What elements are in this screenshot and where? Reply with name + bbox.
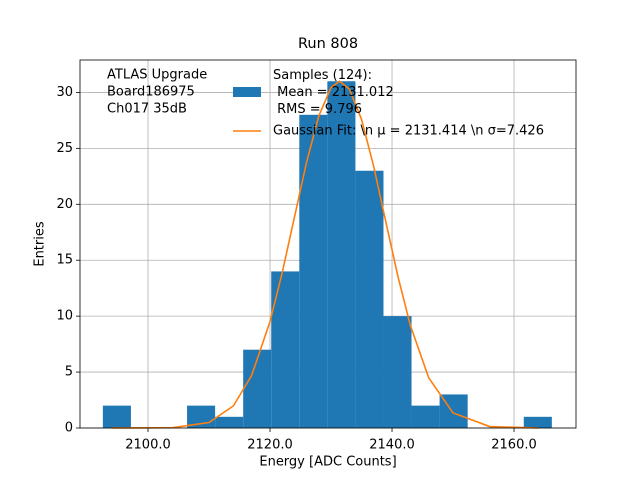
histogram-bar [411,405,440,428]
y-tick-label: 30 [56,85,73,100]
y-tick-label: 25 [56,141,73,156]
histogram-bar [355,170,384,428]
histogram-bar [299,114,328,429]
x-tick-label: 2100.0 [125,438,171,453]
y-tick-label: 5 [65,365,73,380]
y-tick-label: 15 [56,253,73,268]
y-axis-label: Entries [33,221,48,267]
histogram-bar [383,316,412,428]
histogram-bar [102,405,131,428]
fit-line [111,80,539,429]
legend-swatch [233,87,261,97]
histogram-bar [271,271,300,428]
y-tick-label: 20 [56,197,73,212]
annotation: Ch017 35dB [107,102,187,117]
ticks [76,92,515,432]
histogram-bar [243,349,272,428]
chart-title: Run 808 [298,36,358,52]
y-tick-label: 10 [56,309,73,324]
annotation: Board186975 [107,85,195,100]
x-tick-label: 2160.0 [491,438,537,453]
histogram-bar [523,416,552,428]
annotation: ATLAS Upgrade [107,68,207,83]
legend-label: Samples (124): Mean = 2131.012 RMS = 9.7… [273,68,394,117]
axes-frame [79,59,577,429]
x-tick-label: 2120.0 [247,438,293,453]
x-tick-label: 2140.0 [369,438,415,453]
histogram-bar [327,81,356,428]
legend-label: Gaussian Fit: \n μ = 2131.414 \n σ=7.426 [273,124,544,139]
y-tick-label: 0 [65,421,73,436]
histogram-bar [215,416,244,428]
x-axis-label: Energy [ADC Counts] [259,455,396,470]
